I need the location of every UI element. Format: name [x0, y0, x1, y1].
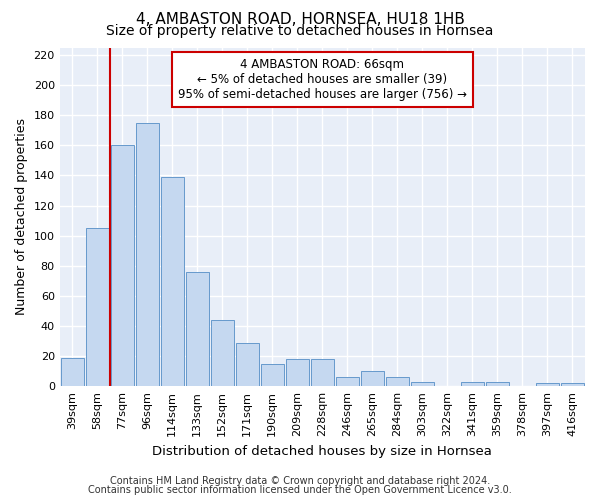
- Bar: [136, 123, 159, 386]
- Bar: [286, 359, 309, 386]
- Bar: [411, 382, 434, 386]
- Text: 4 AMBASTON ROAD: 66sqm
← 5% of detached houses are smaller (39)
95% of semi-deta: 4 AMBASTON ROAD: 66sqm ← 5% of detached …: [178, 58, 467, 100]
- Bar: [461, 382, 484, 386]
- Text: 4, AMBASTON ROAD, HORNSEA, HU18 1HB: 4, AMBASTON ROAD, HORNSEA, HU18 1HB: [136, 12, 464, 28]
- Bar: [186, 272, 209, 386]
- Bar: [211, 320, 234, 386]
- X-axis label: Distribution of detached houses by size in Hornsea: Distribution of detached houses by size …: [152, 444, 492, 458]
- Bar: [261, 364, 284, 386]
- Bar: [311, 359, 334, 386]
- Bar: [486, 382, 509, 386]
- Bar: [110, 146, 134, 386]
- Bar: [386, 377, 409, 386]
- Bar: [61, 358, 83, 386]
- Text: Contains HM Land Registry data © Crown copyright and database right 2024.: Contains HM Land Registry data © Crown c…: [110, 476, 490, 486]
- Bar: [536, 383, 559, 386]
- Bar: [561, 383, 584, 386]
- Bar: [86, 228, 109, 386]
- Text: Contains public sector information licensed under the Open Government Licence v3: Contains public sector information licen…: [88, 485, 512, 495]
- Text: Size of property relative to detached houses in Hornsea: Size of property relative to detached ho…: [106, 24, 494, 38]
- Bar: [361, 371, 384, 386]
- Bar: [336, 377, 359, 386]
- Y-axis label: Number of detached properties: Number of detached properties: [15, 118, 28, 316]
- Bar: [161, 177, 184, 386]
- Bar: [236, 342, 259, 386]
